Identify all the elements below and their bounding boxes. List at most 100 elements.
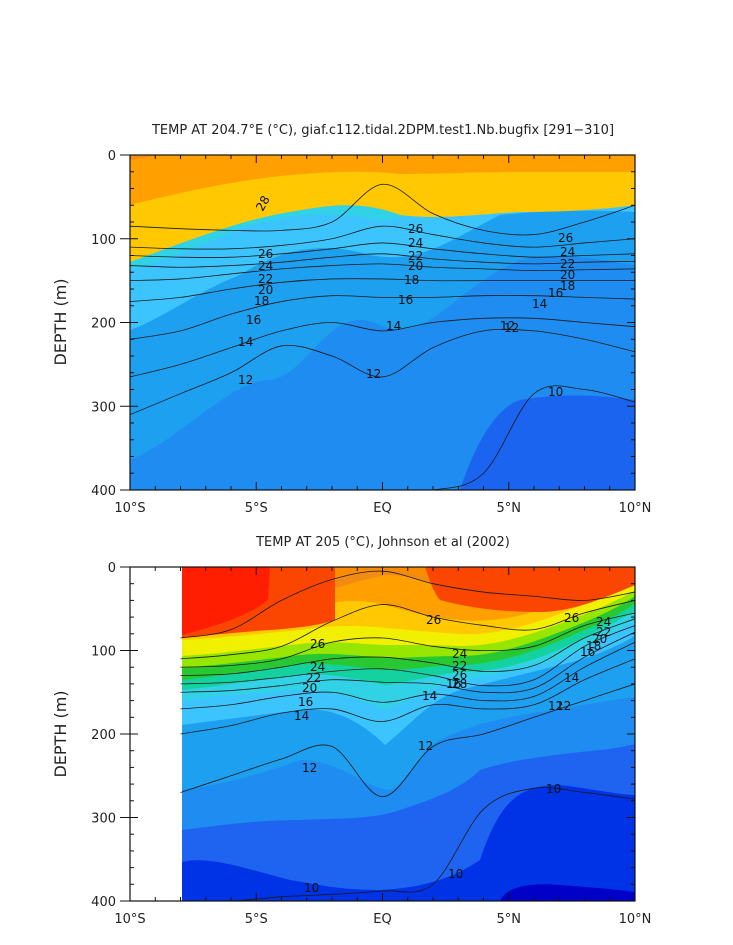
contour-label-26: 26 [310,637,325,651]
band-upper-orange [130,155,635,205]
contour-label-14c: 14 [532,297,547,311]
contour-label-24b: 24 [408,236,423,250]
isotherm-10 [180,787,635,901]
contour-label-20c: 20 [560,268,575,282]
chart-top-contour-labels: 28 26 24 22 20 18 16 14 12 26 24 22 20 1… [238,193,575,399]
chart-top-ticks: 10°S 5°S EQ 5°N 10°N 0 100 200 300 400 [91,149,651,516]
contour-label-24c: 24 [560,245,575,259]
isotherm-14 [180,658,635,735]
chart-bottom-ylabel: DEPTH (m) [51,690,70,777]
x-tick-label: 10°N [619,912,652,927]
y-tick-label: 400 [91,484,116,499]
isotherm-28 [130,183,635,236]
y-tick-label: 200 [91,317,116,332]
isotherm-24 [130,242,635,258]
contour-label-14: 14 [238,335,253,349]
contour-label-10: 10 [546,782,561,796]
y-tick-label: 0 [108,149,116,164]
contour-label-22: 22 [306,671,321,685]
x-tick-label: 10°S [114,912,145,927]
contour-label-20: 20 [302,681,317,695]
contour-label-18d: 18 [586,639,601,653]
contour-label-14: 14 [294,709,309,723]
contour-label-22d: 22 [596,625,611,639]
band-above-28 [130,86,270,155]
chart-bottom: TEMP AT 205 (°C), Johnson et al (2002) 1 [51,535,651,927]
y-tick-label: 300 [91,400,116,415]
isotherm-28 [180,570,635,639]
contour-label-10b: 10 [448,867,463,881]
contour-label-12: 12 [302,761,317,775]
contour-label-26b: 26 [426,613,441,627]
isotherm-12 [130,328,635,415]
x-tick-label: EQ [373,501,391,516]
isotherm-16 [180,641,635,710]
chart-top-isotherms [130,183,635,490]
chart-top-ylabel: DEPTH (m) [51,278,70,365]
contour-label-14d: 14 [564,671,579,685]
band-upper-yellow [130,155,635,262]
contour-label-26c: 26 [452,668,467,682]
contour-label-16b: 16 [398,293,413,307]
x-tick-label: 5°S [245,501,268,516]
contour-label-20b: 20 [408,259,423,273]
chart-bottom-isotherms [180,570,635,901]
contour-label-12c: 12 [556,699,571,713]
contour-label-22b: 22 [452,659,467,673]
contour-label-10c: 10 [304,881,319,895]
y-tick-label: 400 [91,895,116,910]
chart-bottom-contour-labels: 26 24 22 20 16 14 12 26 24 22 26 28 16 1… [294,611,611,895]
contour-label-28: 28 [253,193,273,213]
contour-label-18: 18 [254,294,269,308]
y-tick-label: 100 [91,645,116,660]
contour-label-24: 24 [258,259,273,273]
contour-label-12b: 12 [366,367,381,381]
isotherm-26 [180,600,635,660]
contour-label-24d: 24 [596,615,611,629]
isotherm-26 [130,225,635,250]
contour-label-16d: 16 [580,645,595,659]
contour-label-24: 24 [310,660,325,674]
isotherm-14 [130,317,635,378]
contour-label-26: 26 [258,247,273,261]
contour-label-20d: 20 [592,632,607,646]
contour-label-26d: 26 [564,611,579,625]
contour-label-10: 10 [548,385,563,399]
chart-bottom-title: TEMP AT 205 (°C), Johnson et al (2002) [255,535,510,550]
contour-label-24b: 24 [452,647,467,661]
y-tick-label: 100 [91,233,116,248]
contour-label-18c: 18 [560,279,575,293]
isotherm-18 [130,278,635,302]
y-tick-label: 0 [108,561,116,576]
y-tick-label: 200 [91,728,116,743]
chart-top-title: TEMP AT 204.7°E (°C), giaf.c112.tidal.2D… [151,123,614,138]
contour-label-16: 16 [246,313,261,327]
contour-label-26c: 26 [558,231,573,245]
isotherm-22 [130,253,635,268]
contour-label-12: 12 [238,373,253,387]
isotherm-16 [130,295,635,340]
contour-label-16: 16 [298,695,313,709]
isotherm-12 [180,683,635,798]
no-data-region [130,567,182,901]
contour-label-28: 28 [452,677,467,691]
contour-label-16c: 16 [548,286,563,300]
isotherm-24 [180,612,635,668]
contour-label-26b: 26 [408,222,423,236]
chart-bottom-contour-fill [130,567,635,901]
contour-label-12d: 12 [548,699,563,713]
chart-bottom-ticks: 10°S 5°S EQ 5°N 10°N 0 100 200 300 400 [91,561,651,927]
y-tick-label: 300 [91,812,116,827]
x-tick-label: 5°N [497,912,522,927]
x-tick-label: 5°N [497,501,522,516]
chart-top-contour-fill [130,86,635,490]
band-below-9 [500,884,635,901]
contour-label-22: 22 [258,272,273,286]
contour-label-16b: 16 [446,677,461,691]
contour-label-20: 20 [258,283,273,297]
isotherm-20 [130,263,635,282]
x-tick-label: 10°S [114,501,145,516]
x-tick-label: 10°N [619,501,652,516]
contour-label-18b: 18 [404,273,419,287]
